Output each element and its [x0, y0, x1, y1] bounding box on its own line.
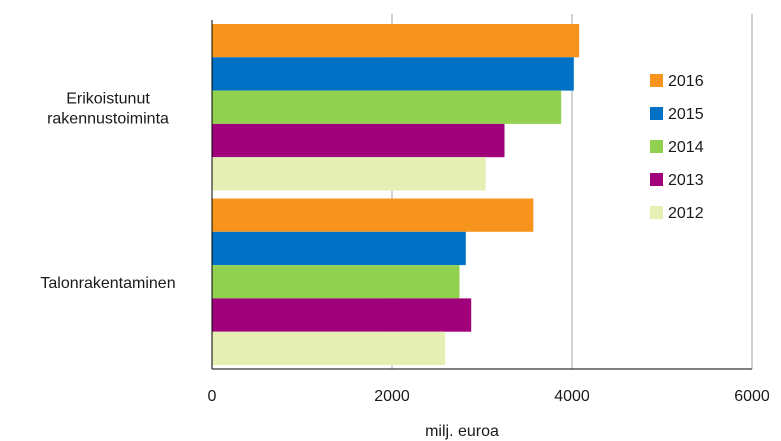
legend-swatch	[650, 140, 663, 153]
x-tick-label: 6000	[734, 388, 770, 405]
legend-swatch	[650, 107, 663, 120]
bar	[212, 123, 505, 158]
bar	[212, 298, 472, 332]
category-label: Talonrakentaminen	[40, 275, 175, 292]
legend-swatch	[650, 173, 663, 186]
legend-label: 2014	[668, 139, 704, 156]
legend-swatch	[650, 206, 663, 219]
bar	[212, 157, 486, 191]
legend-label: 2013	[668, 172, 704, 189]
bar	[212, 198, 534, 232]
bars	[212, 24, 580, 365]
bar	[212, 24, 580, 58]
legend-swatch	[650, 74, 663, 87]
category-labels: Erikoistunut rakennustoiminta Talonrakenta…	[40, 90, 175, 292]
legend: 2016 2015 2014 2013 2012	[650, 73, 704, 222]
category-label: rakennustoiminta	[47, 110, 169, 127]
x-axis-label: milj. euroa	[425, 423, 499, 440]
bar	[212, 57, 574, 91]
x-tick-label: 2000	[374, 388, 410, 405]
bar	[212, 90, 562, 124]
x-tick-labels: 0 2000 4000 6000	[208, 388, 770, 405]
x-tick-label: 4000	[554, 388, 590, 405]
legend-label: 2015	[668, 106, 704, 123]
bar	[212, 331, 446, 365]
legend-label: 2016	[668, 73, 704, 90]
category-label: Erikoistunut	[66, 90, 150, 107]
bar	[212, 231, 466, 266]
bar	[212, 265, 460, 299]
x-tick-label: 0	[208, 388, 217, 405]
legend-label: 2012	[668, 205, 704, 222]
